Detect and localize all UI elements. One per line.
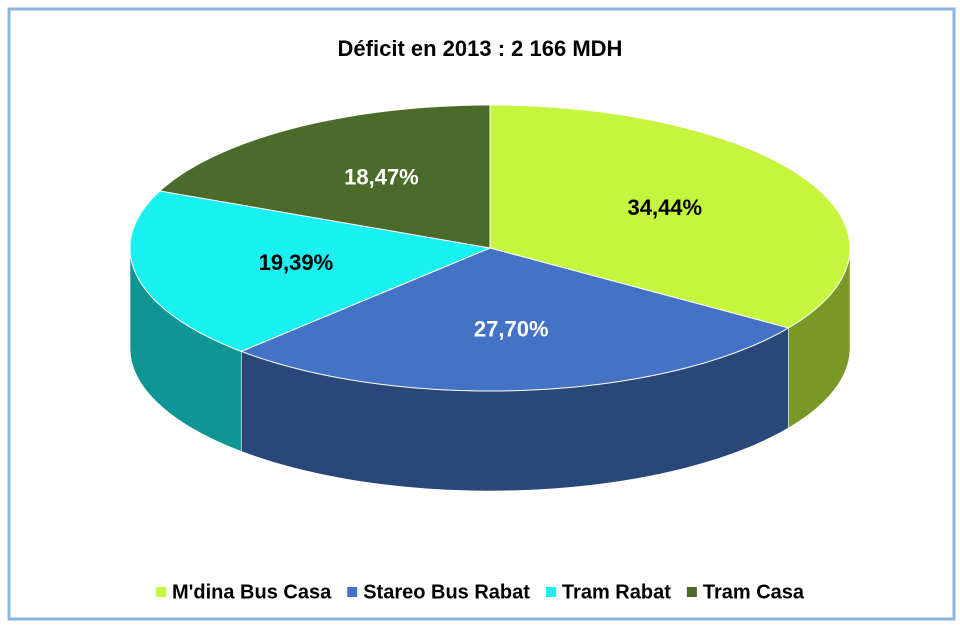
pie-slice bbox=[129, 190, 492, 352]
pie-slice bbox=[158, 104, 491, 249]
legend-swatch bbox=[686, 587, 697, 597]
legend-swatch bbox=[347, 587, 358, 597]
data-labels: 34,44% 27,70% 19,39% 18,47% bbox=[259, 164, 703, 341]
legend-label: Tram Rabat bbox=[562, 581, 671, 603]
data-label: 27,70% bbox=[474, 316, 549, 341]
pie-tops bbox=[129, 104, 851, 392]
pie-slice bbox=[239, 247, 790, 392]
data-label: 18,47% bbox=[344, 164, 419, 189]
legend-swatch bbox=[155, 587, 166, 597]
pie-sides bbox=[129, 247, 851, 492]
legend-label: Stareo Bus Rabat bbox=[363, 581, 530, 603]
legend-label: M'dina Bus Casa bbox=[172, 581, 332, 603]
legend: M'dina Bus Casa Stareo Bus Rabat Tram Raba… bbox=[155, 581, 805, 603]
pie-slice bbox=[489, 104, 851, 329]
legend-swatch bbox=[545, 587, 556, 597]
data-label: 34,44% bbox=[627, 195, 702, 220]
data-label: 19,39% bbox=[259, 250, 334, 275]
legend-label: Tram Casa bbox=[703, 581, 805, 603]
chart-title: Déficit en 2013 : 2 166 MDH bbox=[338, 36, 623, 61]
